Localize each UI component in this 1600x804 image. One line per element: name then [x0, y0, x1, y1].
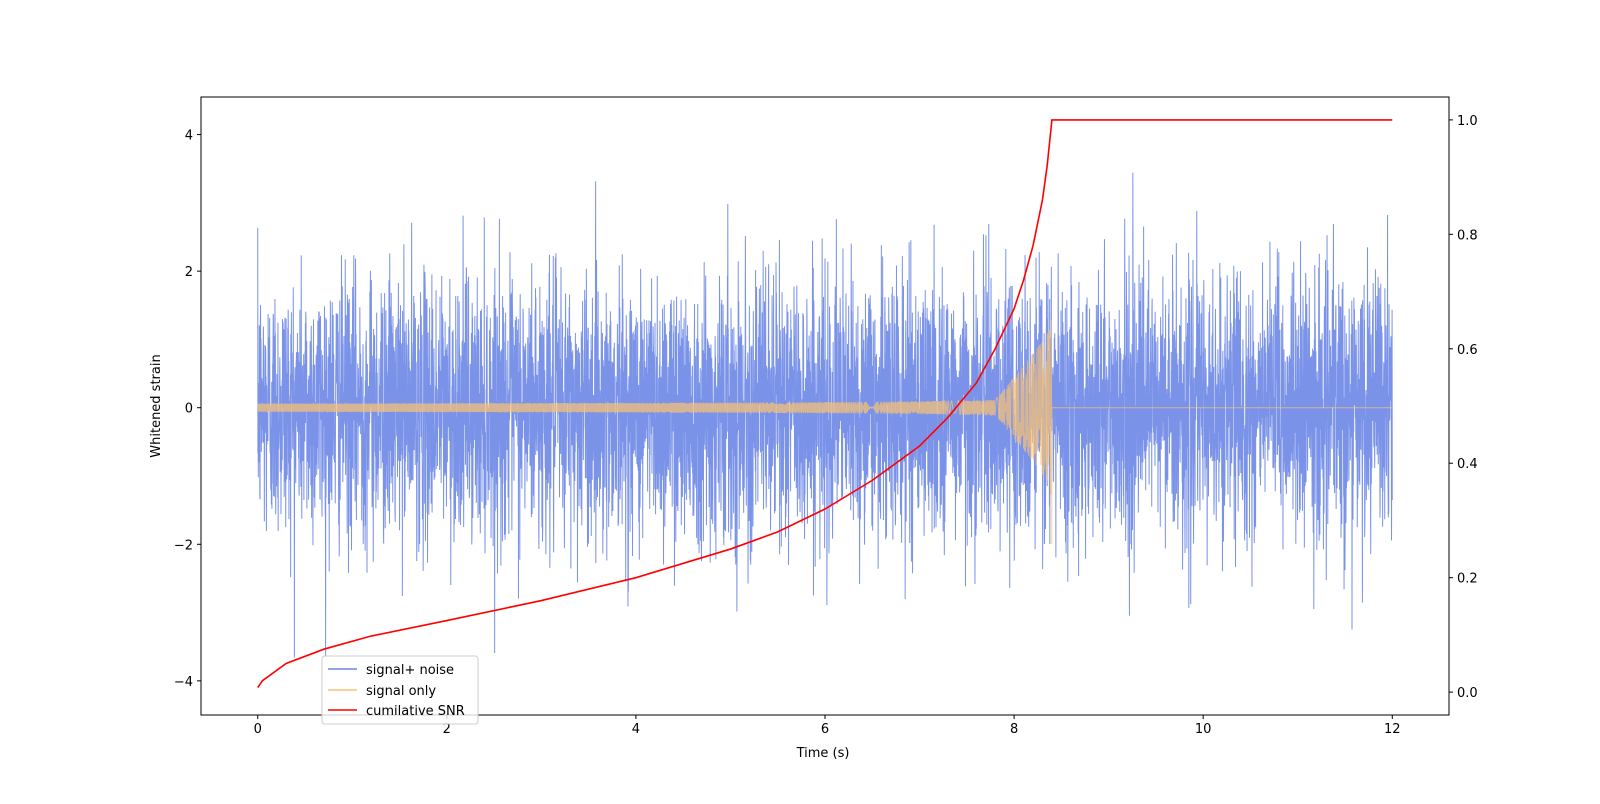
y-tick-label: 2: [185, 265, 193, 280]
plot-area: [257, 119, 1393, 688]
y2-tick-label: 1.0: [1457, 114, 1478, 129]
y-tick-label: 0: [185, 402, 193, 417]
x-tick-label: 12: [1384, 722, 1401, 737]
x-tick-label: 0: [254, 722, 262, 737]
x-tick-label: 6: [821, 722, 829, 737]
legend-label-signal-noise: signal+ noise: [366, 663, 454, 678]
tick-layer: 0 2 4 6 8 10 12 −4 −2 0 2 4 0.0 0.2 0.4 0.6 0.8 1.0: [174, 114, 1478, 737]
y-tick-label: −2: [174, 538, 193, 553]
y2-tick-label: 0.8: [1457, 228, 1478, 243]
legend-box: [321, 655, 479, 725]
x-axis-label: Time (s): [796, 746, 850, 761]
x-tick-label: 10: [1195, 722, 1212, 737]
x-tick-label: 4: [632, 722, 640, 737]
y-tick-label: −4: [174, 675, 193, 690]
y2-tick-label: 0.6: [1457, 343, 1478, 358]
series-signal-noise-line: [257, 172, 1393, 658]
x-tick-label: 8: [1010, 722, 1018, 737]
series-cumulative-snr-line: [257, 119, 1393, 688]
y2-tick-label: 0.2: [1457, 572, 1478, 587]
y2-tick-label: 0.0: [1457, 686, 1478, 701]
x-tick-label: 2: [443, 722, 451, 737]
y-tick-label: 4: [185, 129, 193, 144]
legend-label-signal-only: signal only: [366, 684, 436, 699]
series-signal-only-line: [257, 320, 1393, 545]
legend-label-cumulative-snr: cumilative SNR: [366, 704, 465, 719]
y2-tick-label: 0.4: [1457, 457, 1478, 472]
legend: signal+ noise signal only cumilative SNR: [321, 655, 479, 725]
y-axis-label: Whitened strain: [149, 354, 164, 457]
